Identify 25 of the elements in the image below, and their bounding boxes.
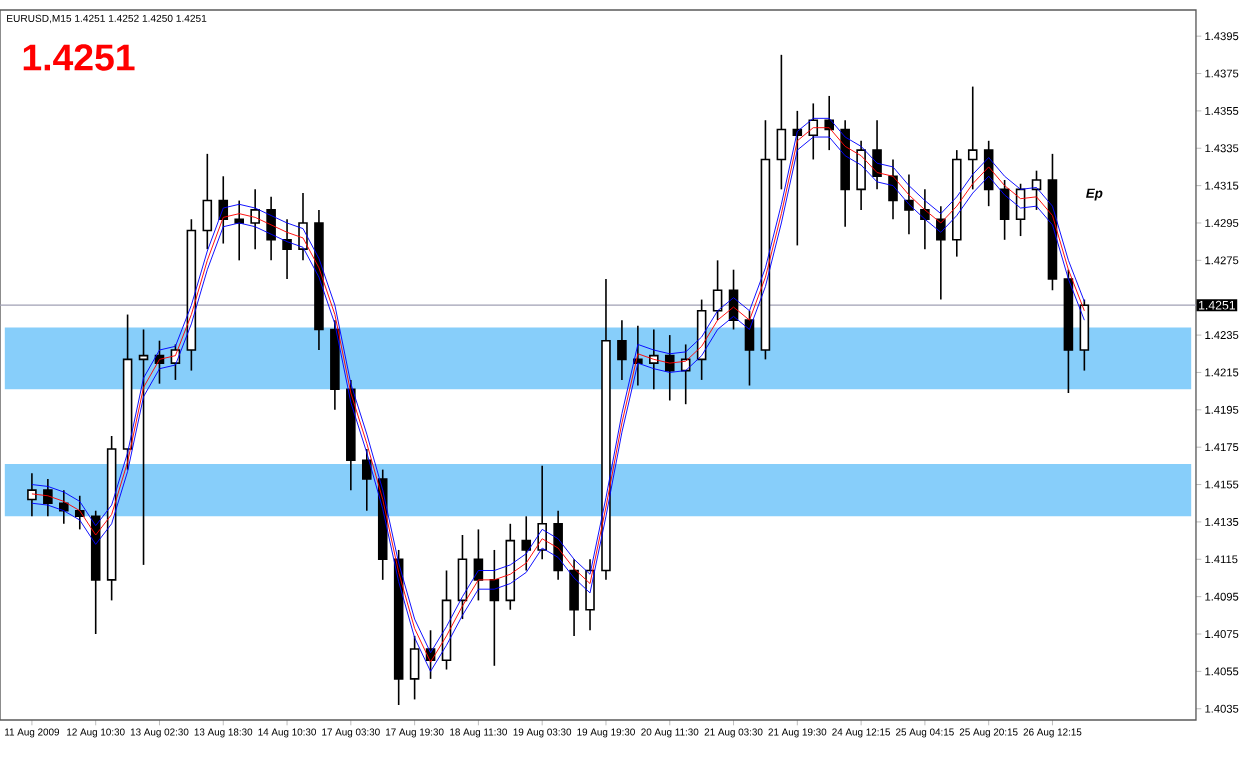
candlestick	[202, 153, 213, 250]
candlestick	[43, 478, 53, 518]
candlestick	[649, 328, 659, 391]
candlestick	[776, 54, 787, 191]
candlestick	[250, 188, 260, 250]
candlestick	[138, 328, 149, 566]
candlestick	[234, 199, 244, 262]
candlestick	[601, 278, 611, 581]
candlestick	[617, 319, 627, 381]
candlestick	[664, 334, 675, 402]
candlestick	[808, 102, 819, 161]
candlestick	[888, 158, 898, 221]
candlestick	[521, 515, 532, 572]
candlestick	[840, 119, 850, 228]
candlestick	[27, 472, 37, 518]
candlestick	[457, 534, 468, 620]
candlestick	[967, 85, 978, 191]
candlestick	[314, 209, 324, 351]
candlestick	[952, 149, 962, 258]
candlestick	[936, 205, 946, 301]
annotation: 1.4251	[23, 44, 135, 71]
candlestick	[872, 119, 882, 191]
candlestick	[904, 173, 914, 235]
candlestick	[282, 218, 292, 280]
candlestick	[59, 489, 69, 525]
